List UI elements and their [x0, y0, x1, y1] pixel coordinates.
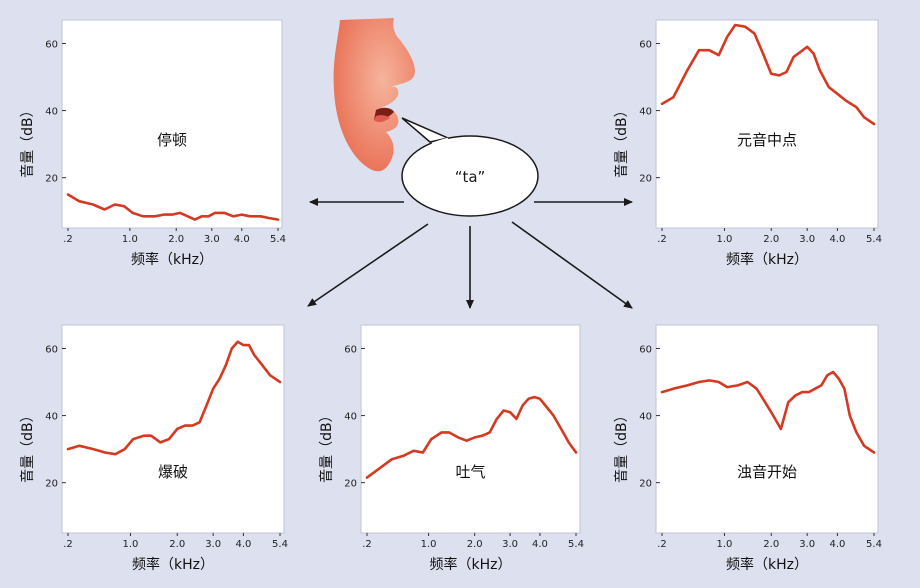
- x-tick-label: 4.0: [234, 234, 250, 245]
- speech-bubble: “ta”: [401, 117, 539, 217]
- y-tick-label: 40: [45, 107, 58, 118]
- x-tick-label: 5.4: [866, 234, 882, 245]
- y-tick-label: 20: [639, 479, 652, 490]
- y-tick-label: 20: [639, 174, 652, 185]
- panel-title: 爆破: [158, 463, 188, 481]
- spectrum-panel-5: 20 40 60 .2 1.0 2.0 3.0 4.0 5.4 频率（kHz） 音量（dB） 浊音开始: [613, 324, 882, 573]
- x-tick-label: 3.0: [205, 539, 221, 550]
- spectrum-panel-2: 20 40 60 .2 1.0 2.0 3.0 4.0 5.4 频率（kHz） 音量（dB） 元音中点: [613, 19, 882, 268]
- x-tick-label: 3.0: [502, 539, 518, 550]
- y-axis-label: 音量（dB）: [318, 408, 335, 483]
- x-tick-label: 2.0: [763, 539, 779, 550]
- x-tick-label: 3.0: [799, 234, 815, 245]
- y-tick-label: 60: [639, 39, 652, 50]
- x-tick-label: 3.0: [204, 234, 220, 245]
- plot-area: [655, 324, 879, 534]
- panel-title: 停顿: [157, 131, 187, 149]
- spectrum-panel-1: 20 40 60 .2 1.0 2.0 3.0 4.0 5.4 频率（kHz） 音量（dB） 停顿: [19, 19, 286, 268]
- y-axis-label: 音量（dB）: [613, 408, 630, 483]
- spectrum-panel-4: 20 40 60 .2 1.0 2.0 3.0 4.0 5.4 频率（kHz） 音量（dB） 吐气: [318, 324, 584, 573]
- x-tick-label: 1.0: [716, 234, 732, 245]
- x-axis-label: 频率（kHz）: [132, 556, 214, 573]
- x-axis-label: 频率（kHz）: [131, 251, 213, 268]
- y-axis-label: 音量（dB）: [19, 408, 36, 483]
- arrow-to-burst: [307, 223, 429, 307]
- x-tick-label: 1.0: [716, 539, 732, 550]
- bubble-text: “ta”: [455, 168, 486, 186]
- spectrum-curve: [66, 340, 282, 456]
- x-tick-label: .2: [657, 539, 667, 550]
- y-tick-label: 40: [639, 107, 652, 118]
- x-tick-label: .2: [657, 234, 667, 245]
- y-tick-label: 20: [344, 479, 357, 490]
- spectrum-curve: [660, 370, 876, 454]
- y-tick-label: 60: [45, 39, 58, 50]
- spectrum-curve: [660, 23, 876, 126]
- x-tick-label: .2: [63, 234, 73, 245]
- spectrum-panel-3: 20 40 60 .2 1.0 2.0 3.0 4.0 5.4 频率（kHz） 音量（dB） 爆破: [19, 324, 288, 573]
- y-axis-label: 音量（dB）: [613, 103, 630, 178]
- x-axis-label: 频率（kHz）: [726, 251, 808, 268]
- x-tick-label: 4.0: [235, 539, 251, 550]
- plot-area: [655, 19, 879, 229]
- x-tick-label: 1.0: [421, 539, 437, 550]
- y-tick-label: 60: [344, 344, 357, 355]
- x-axis-label: 频率（kHz）: [726, 556, 808, 573]
- y-axis-label: 音量（dB）: [19, 103, 36, 178]
- x-tick-label: .2: [63, 539, 73, 550]
- x-tick-label: 3.0: [799, 539, 815, 550]
- y-tick-label: 40: [344, 412, 357, 423]
- y-tick-label: 60: [45, 344, 58, 355]
- x-tick-label: 5.4: [270, 234, 286, 245]
- y-tick-label: 40: [45, 412, 58, 423]
- x-tick-label: 5.4: [866, 539, 882, 550]
- panel-title: 吐气: [455, 463, 485, 481]
- x-tick-label: 2.0: [467, 539, 483, 550]
- spectrum-curve: [66, 193, 280, 221]
- x-tick-label: .2: [362, 539, 372, 550]
- y-tick-label: 40: [639, 412, 652, 423]
- x-axis-label: 频率（kHz）: [430, 556, 512, 573]
- x-tick-label: 4.0: [829, 234, 845, 245]
- x-tick-label: 4.0: [532, 539, 548, 550]
- tongue: [374, 115, 390, 123]
- y-tick-label: 60: [639, 344, 652, 355]
- y-tick-label: 20: [45, 174, 58, 185]
- face-illustration: [333, 18, 415, 172]
- spectrum-curve: [365, 395, 578, 479]
- arrow-to-voicing-onset: [511, 221, 633, 309]
- plot-area: [360, 324, 581, 534]
- face-shape: [333, 18, 415, 172]
- x-tick-label: 4.0: [829, 539, 845, 550]
- x-tick-label: 1.0: [122, 539, 138, 550]
- bubble-body: [401, 135, 539, 217]
- bubble-tail: [401, 117, 451, 143]
- x-tick-label: 5.4: [272, 539, 288, 550]
- plot-area: [61, 19, 283, 229]
- plot-area: [61, 324, 285, 534]
- x-tick-label: 2.0: [763, 234, 779, 245]
- x-tick-label: 5.4: [568, 539, 584, 550]
- x-tick-label: 1.0: [122, 234, 138, 245]
- panel-title: 浊音开始: [737, 463, 797, 481]
- x-tick-label: 2.0: [169, 539, 185, 550]
- y-tick-label: 20: [45, 479, 58, 490]
- x-tick-label: 2.0: [168, 234, 184, 245]
- panel-title: 元音中点: [737, 131, 797, 149]
